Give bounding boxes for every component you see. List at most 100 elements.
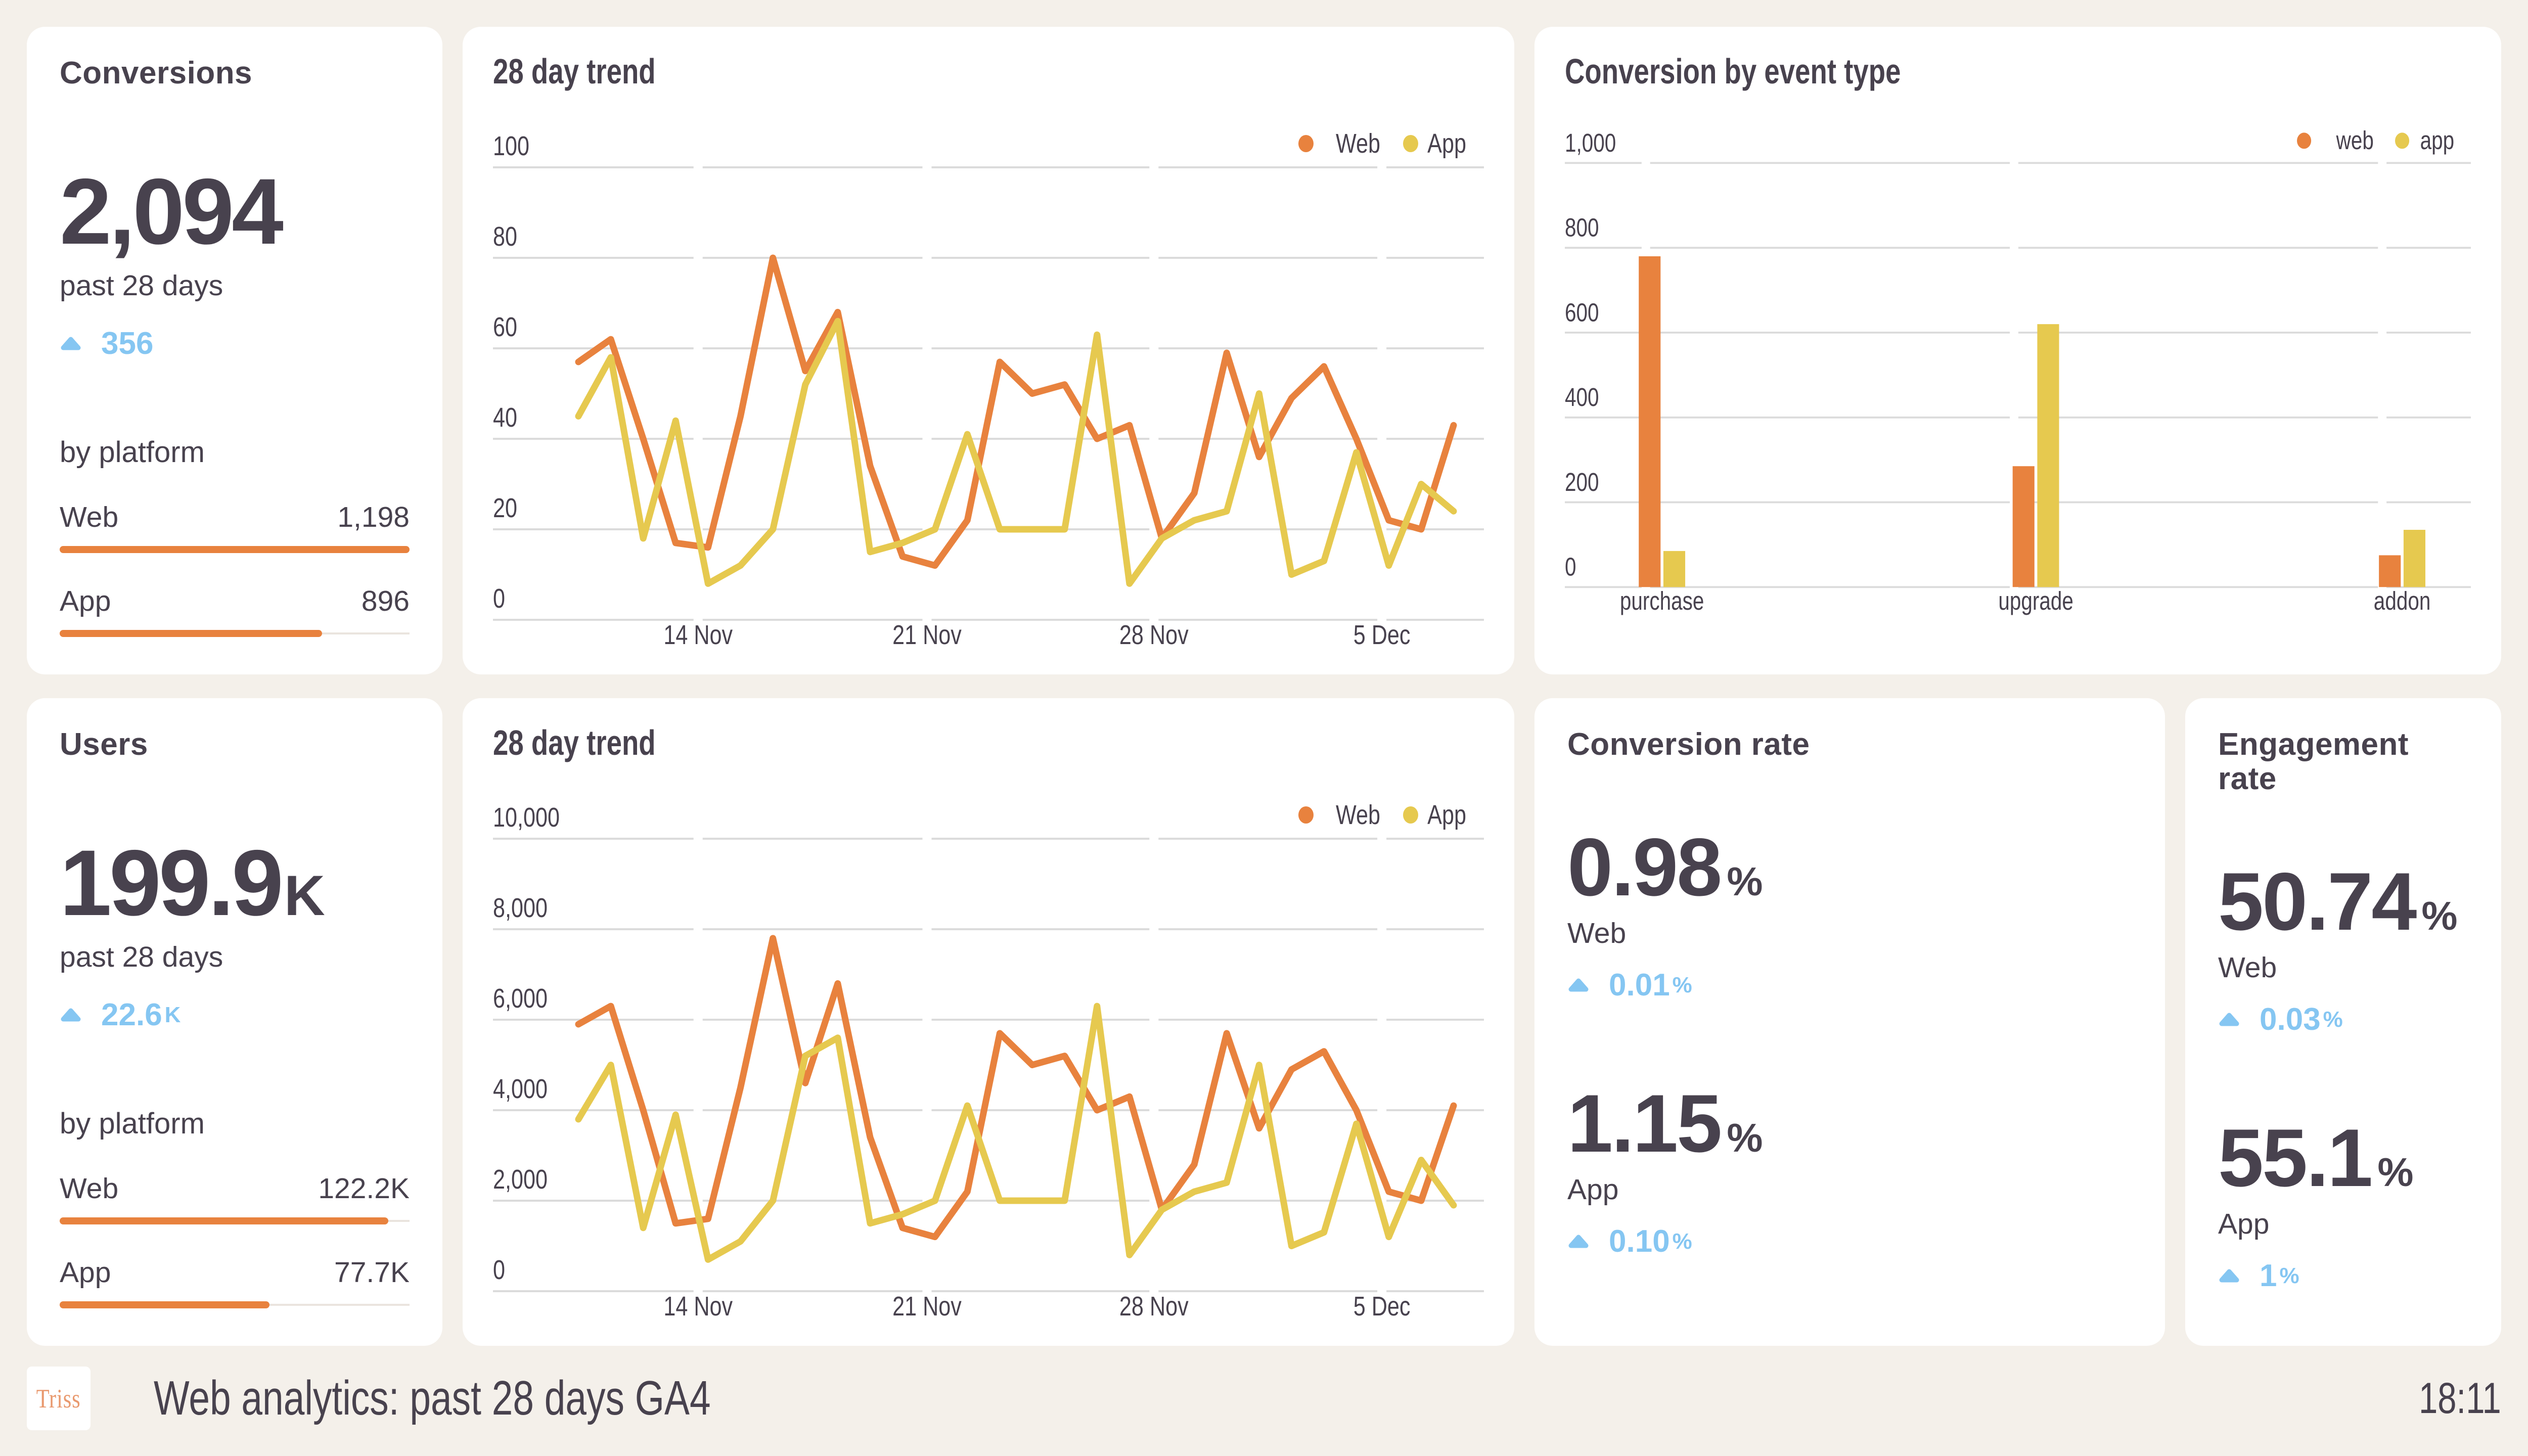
svg-text:21 Nov: 21 Nov <box>892 620 962 651</box>
svg-text:1,000: 1,000 <box>1565 129 1616 157</box>
dashboard-footer: Triss Web analytics: past 28 days GA4 18… <box>27 1367 2501 1430</box>
legend: Web App <box>1298 129 1466 159</box>
conversions-trend-chart: 100 80 60 40 20 0 Web App 14 Nov 21 Nov 28 Nov 5 De… <box>493 129 1484 651</box>
platform-value: 896 <box>361 585 410 618</box>
svg-text:Web: Web <box>1336 129 1380 159</box>
rate-block: 0.98% Web 0.01% <box>1567 827 2132 1003</box>
rate-delta: 1% <box>2218 1258 2468 1294</box>
dashboard-row-top: Conversions 2,094 past 28 days 356 by pl… <box>27 27 2501 674</box>
rate-value: 0.98% <box>1567 822 1763 914</box>
by-platform-label: by platform <box>60 1107 205 1141</box>
y-axis-labels: 100 80 60 40 20 0 <box>493 131 529 614</box>
delta-suffix: % <box>2279 1263 2299 1288</box>
chart-title: 28 day trend <box>493 52 656 91</box>
app-line <box>575 1003 1457 1263</box>
delta-suffix: % <box>1672 972 1692 997</box>
rate-platform-label: App <box>1567 1173 1619 1206</box>
svg-text:100: 100 <box>493 131 529 162</box>
svg-text:0: 0 <box>493 1255 505 1286</box>
clock: 18:11 <box>2419 1374 2501 1423</box>
gridlines <box>493 838 1484 1292</box>
platform-list: Web 1,198 App 896 <box>60 469 410 638</box>
rate-value: 50.74% <box>2218 856 2458 948</box>
delta-suffix: % <box>2323 1007 2343 1032</box>
legend: web app <box>2297 126 2454 155</box>
svg-text:20: 20 <box>493 493 517 524</box>
users-total: 199.9K <box>60 831 325 936</box>
rate-platform-label: Web <box>1567 917 1627 950</box>
rate-block: 1.15% App 0.10% <box>1567 1083 2132 1259</box>
rate-block: 55.1% App 1% <box>2218 1117 2468 1294</box>
by-platform-label: by platform <box>60 436 205 469</box>
svg-text:80: 80 <box>493 222 517 252</box>
delta-suffix: K <box>164 1002 181 1027</box>
svg-text:28 Nov: 28 Nov <box>1119 620 1189 651</box>
rate-platform-label: Web <box>2218 951 2277 984</box>
up-arrow-icon <box>1568 1235 1589 1248</box>
rate-unit: % <box>1727 859 1763 904</box>
app-bar-addon <box>2403 530 2426 587</box>
legend-dot <box>2395 132 2410 149</box>
rate-platform-label: App <box>2218 1208 2270 1241</box>
svg-text:14 Nov: 14 Nov <box>663 620 733 651</box>
svg-text:8,000: 8,000 <box>493 893 548 924</box>
rate-value: 1.15% <box>1567 1078 1763 1170</box>
legend-dot <box>1403 135 1418 152</box>
conversion-rate-title: Conversion rate <box>1567 727 1810 762</box>
svg-text:Web: Web <box>1336 800 1380 831</box>
svg-text:upgrade: upgrade <box>1998 587 2073 615</box>
delta-value: 1 <box>2260 1258 2277 1294</box>
svg-text:app: app <box>2420 126 2455 155</box>
users-card-title: Users <box>60 727 148 762</box>
event-type-card: Conversion by event type 1,000 800 600 400 2… <box>1534 27 2501 674</box>
web-bar-purchase <box>1639 256 1661 587</box>
chart-title: 28 day trend <box>493 723 656 762</box>
delta-suffix: % <box>1672 1228 1692 1254</box>
svg-text:200: 200 <box>1565 468 1599 496</box>
svg-text:App: App <box>1427 800 1466 831</box>
delta-value: 22.6 <box>101 997 162 1033</box>
users-card: Users 199.9K past 28 days 22.6 K by plat… <box>27 698 442 1346</box>
platform-row: Web 1,198 <box>60 500 410 554</box>
conversions-caption: past 28 days <box>60 269 223 302</box>
dashboard-row-bottom: Users 199.9K past 28 days 22.6 K by plat… <box>27 698 2501 1346</box>
rate-block-list: 0.98% Web 0.01% 1.15% App 0.10% <box>1567 827 2132 1259</box>
svg-text:web: web <box>2336 126 2374 155</box>
delta-value: 0.01 <box>1609 968 1670 1003</box>
users-caption: past 28 days <box>60 941 223 974</box>
platform-bar <box>60 630 410 638</box>
rate-unit: % <box>2421 893 2458 939</box>
platform-value: 77.7K <box>334 1256 410 1289</box>
svg-text:6,000: 6,000 <box>493 984 548 1014</box>
platform-label: Web <box>60 501 119 534</box>
svg-text:14 Nov: 14 Nov <box>663 1292 733 1322</box>
platform-row: App 77.7K <box>60 1256 410 1309</box>
app-bar-upgrade <box>2037 324 2059 587</box>
svg-text:0: 0 <box>493 584 505 614</box>
svg-text:60: 60 <box>493 312 517 343</box>
users-trend-card: 28 day trend 10,000 8,000 6,000 4,000 2,000 0… <box>463 698 1514 1346</box>
app-line <box>575 317 1457 587</box>
svg-text:addon: addon <box>2374 587 2431 615</box>
bar-fill <box>60 630 322 638</box>
rate-delta: 0.01% <box>1567 967 2132 1003</box>
svg-text:600: 600 <box>1565 298 1599 327</box>
rate-delta: 0.03% <box>2218 1002 2468 1037</box>
svg-text:800: 800 <box>1565 213 1599 242</box>
svg-text:40: 40 <box>493 403 517 433</box>
platform-label: Web <box>60 1172 119 1205</box>
legend-dot <box>1298 806 1314 824</box>
rate-unit: % <box>2377 1150 2414 1195</box>
delta-value: 0.10 <box>1609 1224 1670 1259</box>
svg-text:400: 400 <box>1565 383 1599 412</box>
conversions-total: 2,094 <box>60 160 284 264</box>
conversions-delta: 356 <box>60 326 410 361</box>
svg-text:21 Nov: 21 Nov <box>892 1292 962 1322</box>
up-arrow-icon <box>61 337 81 350</box>
platform-bar <box>60 1301 410 1309</box>
logo: Triss <box>27 1367 91 1430</box>
svg-text:App: App <box>1427 129 1466 159</box>
svg-text:purchase: purchase <box>1620 587 1704 615</box>
rate-block-list: 50.74% Web 0.03% 55.1% App 1% <box>2218 861 2468 1294</box>
